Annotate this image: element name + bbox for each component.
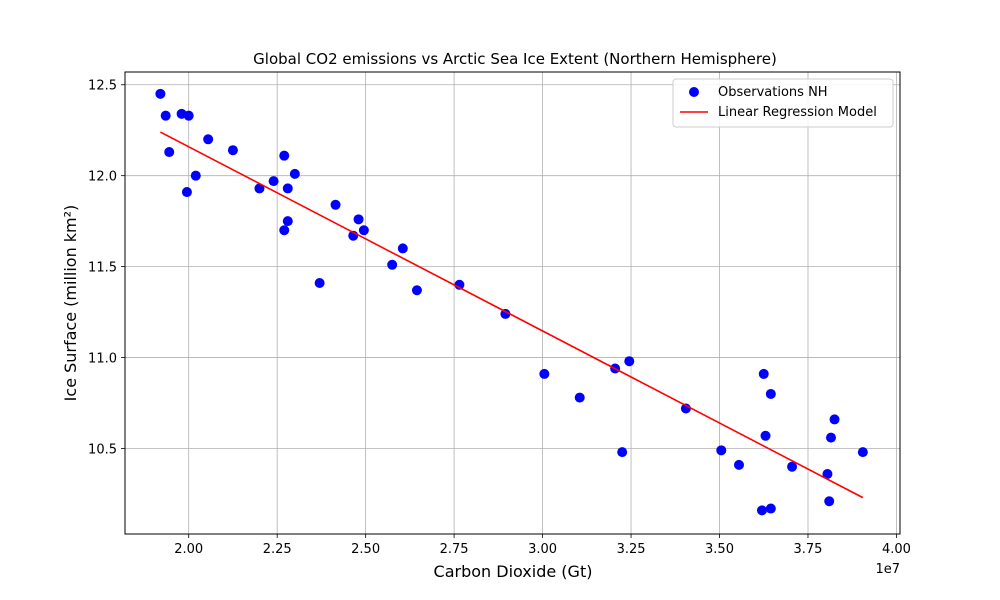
legend-label-observations: Observations NH bbox=[718, 85, 828, 100]
x-tick-label: 2.50 bbox=[351, 542, 380, 557]
y-tick-label: 12.0 bbox=[88, 170, 117, 185]
data-point bbox=[824, 496, 835, 507]
legend-marker-observations bbox=[689, 87, 699, 97]
data-point bbox=[733, 459, 744, 470]
data-point bbox=[829, 414, 840, 425]
axis-ticks: 2.00 2.25 2.50 2.75 3.00 3.25 3.50 3.75 4.00 10.5… bbox=[88, 79, 911, 557]
data-point bbox=[758, 368, 769, 379]
data-point bbox=[279, 225, 290, 236]
x-axis-offset-label: 1e7 bbox=[875, 562, 900, 577]
y-axis-title: Ice Surface (million km²) bbox=[61, 205, 80, 402]
data-point bbox=[760, 430, 771, 441]
regression-line bbox=[160, 131, 864, 499]
x-tick-label: 2.00 bbox=[174, 542, 203, 557]
data-point bbox=[282, 183, 293, 194]
data-point bbox=[181, 187, 192, 198]
data-point bbox=[155, 88, 166, 99]
x-tick-label: 3.00 bbox=[528, 542, 557, 557]
x-tick-label: 3.50 bbox=[705, 542, 734, 557]
data-point bbox=[500, 308, 511, 319]
y-tick-label: 12.5 bbox=[88, 79, 117, 94]
x-axis-title: Carbon Dioxide (Gt) bbox=[434, 562, 593, 581]
data-point bbox=[574, 392, 585, 403]
data-point bbox=[314, 277, 325, 288]
legend-label-regression: Linear Regression Model bbox=[718, 105, 877, 120]
data-point bbox=[160, 110, 171, 121]
y-tick-label: 10.5 bbox=[88, 443, 117, 458]
data-point bbox=[190, 170, 201, 181]
data-point bbox=[822, 468, 833, 479]
data-point bbox=[164, 147, 175, 158]
grid bbox=[125, 72, 900, 534]
data-point bbox=[454, 279, 465, 290]
data-point bbox=[183, 110, 194, 121]
data-point bbox=[756, 505, 767, 516]
x-tick-label: 3.75 bbox=[794, 542, 823, 557]
data-point bbox=[411, 285, 422, 296]
data-point bbox=[254, 183, 265, 194]
plot-frame bbox=[124, 71, 901, 535]
data-point bbox=[716, 445, 727, 456]
legend: Observations NH Linear Regression Model bbox=[672, 78, 894, 128]
data-point bbox=[203, 134, 214, 145]
data-point bbox=[397, 243, 408, 254]
plot-data bbox=[155, 88, 868, 516]
data-point bbox=[825, 432, 836, 443]
x-tick-label: 2.25 bbox=[263, 542, 292, 557]
data-point bbox=[289, 168, 300, 179]
data-point bbox=[282, 216, 293, 227]
data-point bbox=[353, 214, 364, 225]
data-point bbox=[857, 447, 868, 458]
data-point bbox=[330, 199, 341, 210]
data-point bbox=[765, 388, 776, 399]
x-tick-label: 2.75 bbox=[440, 542, 469, 557]
y-tick-label: 11.5 bbox=[88, 261, 117, 276]
data-point bbox=[268, 176, 279, 187]
data-point bbox=[539, 368, 550, 379]
data-point bbox=[787, 461, 798, 472]
data-point bbox=[387, 259, 398, 270]
data-point bbox=[358, 225, 369, 236]
y-tick-label: 11.0 bbox=[88, 352, 117, 367]
data-point bbox=[624, 356, 635, 367]
chart-title: Global CO2 emissions vs Arctic Sea Ice E… bbox=[253, 50, 777, 68]
x-tick-label: 4.00 bbox=[882, 542, 911, 557]
data-point bbox=[617, 447, 628, 458]
x-tick-label: 3.25 bbox=[617, 542, 646, 557]
legend-box bbox=[672, 78, 894, 128]
data-point bbox=[227, 145, 238, 156]
data-point bbox=[765, 503, 776, 514]
data-point bbox=[279, 150, 290, 161]
